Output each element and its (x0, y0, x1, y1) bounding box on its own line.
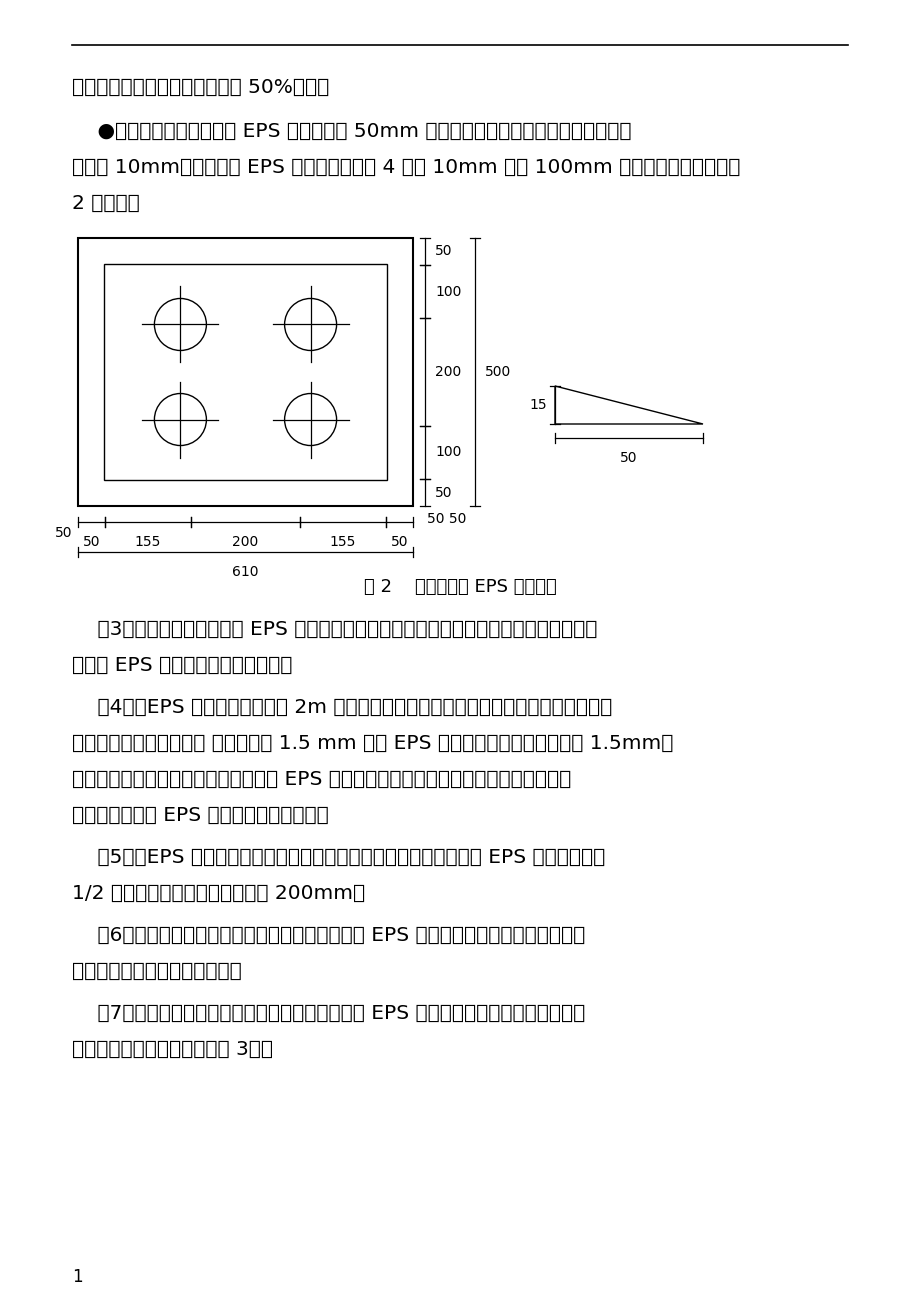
Text: 2 所示）。: 2 所示）。 (72, 194, 140, 214)
Text: 50: 50 (435, 245, 452, 258)
Text: 155: 155 (329, 535, 356, 549)
Text: 图 2    点框法粘贴 EPS 板示意图: 图 2 点框法粘贴 EPS 板示意图 (363, 578, 556, 596)
Text: （5）、EPS 板粘贴宜分段自下而上沿水平方向横向铺贴，上下两排 EPS 板宜竖向错缝: （5）、EPS 板粘贴宜分段自下而上沿水平方向横向铺贴，上下两排 EPS 板宜竖… (72, 848, 605, 867)
Text: 100: 100 (435, 445, 460, 460)
Text: 整，使其与建筑配件完全吻合。: 整，使其与建筑配件完全吻合。 (72, 962, 242, 980)
Text: 50: 50 (390, 535, 408, 549)
Text: （4）、EPS 板贴上墙后，应用 2m 靠尺压平操作，保证其平整度及粘贴牢固。板与板之: （4）、EPS 板贴上墙后，应用 2m 靠尺压平操作，保证其平整度及粘贴牢固。板… (72, 698, 611, 717)
Bar (104, 264, 387, 480)
Text: （3）、将抹好的胶粘剂的 EPS 板迅速粘贴在墙面上，以防止表面结皮而失去粘结作用。: （3）、将抹好的胶粘剂的 EPS 板迅速粘贴在墙面上，以防止表面结皮而失去粘结作… (72, 620, 596, 639)
Text: 不得在 EPS 板拼缝处侧面涂胶粘剂。: 不得在 EPS 板拼缝处侧面涂胶粘剂。 (72, 656, 292, 674)
Text: 200: 200 (435, 365, 460, 379)
Text: 否则应用打磨器打磨平整。每贴完一块 EPS 板，应及时清除挤出胶粘剂。因切割不方正形: 否则应用打磨器打磨平整。每贴完一块 EPS 板，应及时清除挤出胶粘剂。因切割不方… (72, 769, 571, 789)
Text: 50: 50 (435, 486, 452, 500)
Text: （7）、在墙体阴阳角处，应先排好尺寸，再裁切 EPS 板，使其粘贴时垂直交错连接，: （7）、在墙体阴阳角处，应先排好尺寸，再裁切 EPS 板，使其粘贴时垂直交错连接… (72, 1004, 584, 1023)
Text: 法采用点框法，确保粘结面积在 50%以上。: 法采用点框法，确保粘结面积在 50%以上。 (72, 78, 329, 98)
Text: 200: 200 (233, 535, 258, 549)
Text: ●点框法：用抹子在每块 EPS 板周边抹宽 50mm 胶粘剂，从边缘向中间逐渐加厚，最厚: ●点框法：用抹子在每块 EPS 板周边抹宽 50mm 胶粘剂，从边缘向中间逐渐加… (72, 122, 630, 141)
Bar (78, 238, 413, 506)
Text: 1/2 板长，局部最小错缝不得小于 200mm。: 1/2 板长，局部最小错缝不得小于 200mm。 (72, 884, 365, 904)
Text: 15: 15 (528, 398, 547, 411)
Text: 500: 500 (484, 365, 511, 379)
Text: 间要挤紧，不得留有缝隙 ，板缝超出 1.5 mm 时用 EPS 板片填塞。拼缝高差不大于 1.5mm，: 间要挤紧，不得留有缝隙 ，板缝超出 1.5 mm 时用 EPS 板片填塞。拼缝高… (72, 734, 673, 753)
Text: （6）、当遇有突出墙面的建筑配件时，宜用整幅 EPS 板套割，其切割边缘应顺直，平: （6）、当遇有突出墙面的建筑配件时，宜用整幅 EPS 板套割，其切割边缘应顺直，… (72, 926, 584, 945)
Text: 1: 1 (72, 1268, 83, 1286)
Text: 155: 155 (135, 535, 161, 549)
Text: 50: 50 (83, 535, 100, 549)
Text: 处达到 10mm，然后再在 EPS 板上如图所示抹 4 个厚 10mm 直径 100mm 的圆形胶粘剂。（如图: 处达到 10mm，然后再在 EPS 板上如图所示抹 4 个厚 10mm 直径 1… (72, 158, 740, 177)
Text: 50: 50 (619, 450, 637, 465)
Text: 50: 50 (54, 526, 72, 540)
Text: 保证拐角处顺直且垂直（见图 3）。: 保证拐角处顺直且垂直（见图 3）。 (72, 1040, 273, 1059)
Text: 50 50: 50 50 (426, 512, 466, 526)
Text: 610: 610 (232, 565, 258, 579)
Text: 100: 100 (435, 285, 460, 298)
Text: 成的缝隙，应用 EPS 板条塞入并打磨平整。: 成的缝隙，应用 EPS 板条塞入并打磨平整。 (72, 806, 328, 825)
